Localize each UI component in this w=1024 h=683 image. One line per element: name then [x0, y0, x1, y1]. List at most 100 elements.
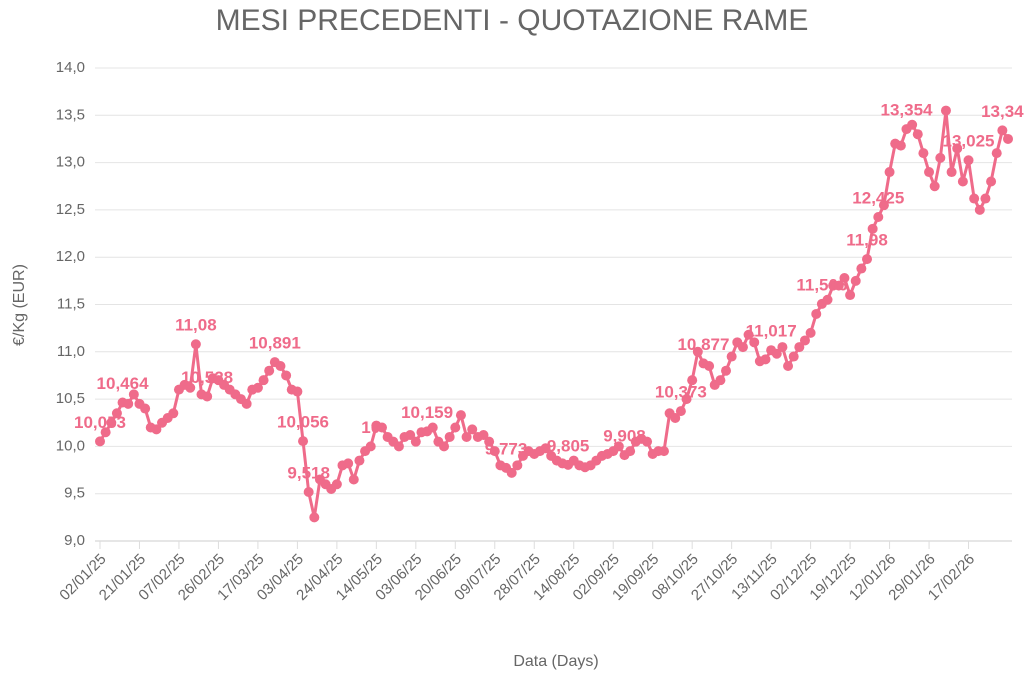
point — [506, 467, 517, 478]
chart-title: MESI PRECEDENTI - QUOTAZIONE RAME — [216, 4, 809, 37]
point — [862, 254, 873, 265]
point — [298, 436, 309, 447]
point — [410, 436, 421, 447]
y-tick-label: 10,0 — [56, 437, 85, 454]
y-axis-title: €/Kg (EUR) — [11, 264, 28, 346]
data-label: 10,877 — [677, 335, 729, 354]
point — [749, 337, 760, 348]
x-axis-title: Data (Days) — [513, 653, 598, 670]
point — [393, 441, 404, 452]
point — [850, 275, 861, 286]
point — [309, 512, 320, 523]
point — [123, 398, 134, 409]
point — [771, 348, 782, 359]
point — [867, 223, 878, 234]
point — [100, 427, 111, 438]
point — [822, 294, 833, 305]
data-label: 13,025 — [943, 132, 995, 151]
point — [805, 327, 816, 338]
point — [168, 408, 179, 419]
data-label: 10,464 — [97, 374, 150, 393]
point — [444, 431, 455, 442]
point — [969, 193, 980, 204]
point — [907, 119, 918, 130]
data-label: 10,053 — [74, 413, 126, 432]
point — [799, 335, 810, 346]
data-label: 9,518 — [287, 463, 330, 482]
point — [788, 351, 799, 362]
point — [365, 441, 376, 452]
y-tick-label: 11,5 — [57, 295, 85, 312]
point — [642, 436, 653, 447]
point — [95, 436, 105, 447]
point — [884, 167, 895, 178]
point — [833, 280, 844, 291]
point — [331, 479, 342, 490]
y-tick-label: 13,5 — [56, 106, 85, 123]
point — [935, 152, 946, 163]
point — [957, 176, 968, 187]
point — [721, 365, 732, 376]
point — [264, 365, 275, 376]
point — [128, 389, 139, 400]
point — [1003, 133, 1013, 144]
y-tick-label: 12,0 — [56, 248, 85, 265]
point — [613, 441, 624, 452]
point — [489, 446, 500, 457]
point — [241, 398, 252, 409]
point — [658, 446, 669, 457]
point — [467, 424, 478, 435]
point — [151, 424, 162, 435]
point — [478, 430, 489, 441]
data-label: 9,773 — [485, 439, 528, 458]
point — [704, 360, 715, 371]
point — [845, 290, 856, 301]
point — [484, 436, 495, 447]
point — [811, 308, 822, 319]
point — [946, 167, 957, 178]
data-label: 10,159 — [401, 403, 453, 422]
point — [924, 167, 935, 178]
point — [405, 430, 416, 441]
point — [281, 370, 292, 381]
point — [856, 263, 867, 274]
point — [292, 386, 303, 397]
y-tick-label: 11,0 — [57, 343, 85, 360]
data-label: 13,34 — [981, 102, 1024, 121]
point — [974, 204, 985, 215]
point — [512, 460, 523, 471]
y-tick-label: 10,5 — [56, 390, 85, 407]
point — [461, 431, 472, 442]
point — [540, 443, 551, 454]
point — [348, 474, 359, 485]
y-tick-label: 9,0 — [64, 532, 85, 549]
data-label: 11,08 — [175, 316, 217, 335]
point — [427, 422, 438, 433]
point — [111, 408, 122, 419]
point — [839, 273, 850, 284]
point — [450, 422, 461, 433]
data-label: 10 — [361, 418, 380, 437]
point — [439, 441, 450, 452]
point — [692, 346, 703, 357]
point — [303, 486, 314, 497]
data-label: 11,506 — [796, 275, 847, 294]
data-label: 10,056 — [277, 413, 329, 432]
point — [252, 382, 263, 393]
point — [895, 140, 906, 151]
y-tick-label: 14,0 — [56, 59, 85, 76]
point — [670, 413, 681, 424]
y-tick-label: 9,5 — [64, 485, 85, 502]
point — [963, 155, 974, 166]
data-label: 10,528 — [181, 368, 233, 387]
point — [715, 375, 726, 386]
point — [986, 176, 997, 187]
point — [625, 446, 636, 457]
point — [777, 342, 788, 353]
point — [991, 148, 1002, 159]
data-label: 10,891 — [249, 334, 301, 353]
data-label: 10,373 — [655, 383, 707, 402]
point — [952, 143, 963, 154]
point — [794, 342, 805, 353]
